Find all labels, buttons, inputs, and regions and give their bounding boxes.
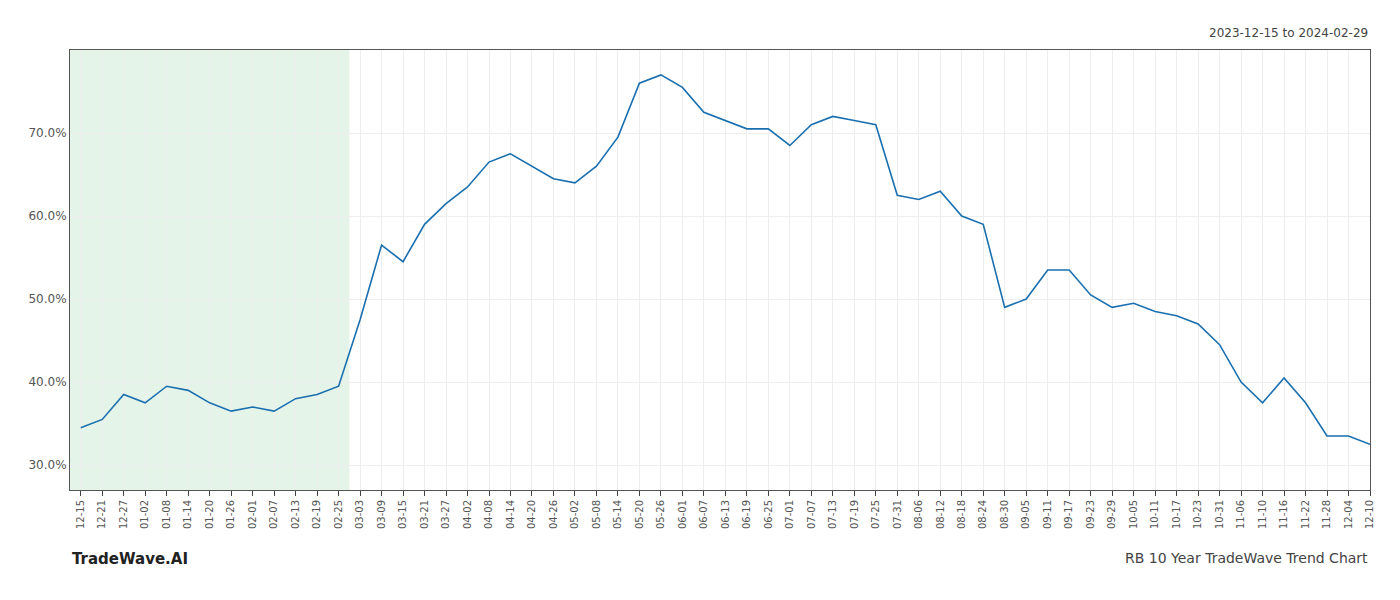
svg-text:11-28: 11-28 bbox=[1321, 500, 1332, 529]
svg-text:08-18: 08-18 bbox=[956, 500, 967, 529]
svg-text:12-04: 12-04 bbox=[1343, 500, 1354, 529]
svg-text:04-08: 04-08 bbox=[483, 500, 494, 529]
svg-text:01-08: 01-08 bbox=[161, 500, 172, 529]
svg-text:60.0%: 60.0% bbox=[28, 209, 66, 223]
svg-text:11-06: 11-06 bbox=[1235, 500, 1246, 529]
svg-text:2023-12-15 to 2024-02-29: 2023-12-15 to 2024-02-29 bbox=[1209, 26, 1368, 40]
svg-text:09-23: 09-23 bbox=[1085, 500, 1096, 529]
svg-text:02-19: 02-19 bbox=[311, 500, 322, 529]
svg-text:40.0%: 40.0% bbox=[28, 375, 66, 389]
svg-text:11-10: 11-10 bbox=[1257, 500, 1268, 529]
svg-text:05-14: 05-14 bbox=[612, 500, 623, 529]
svg-text:04-20: 04-20 bbox=[526, 500, 537, 529]
svg-text:07-07: 07-07 bbox=[806, 500, 817, 529]
svg-text:04-26: 04-26 bbox=[548, 500, 559, 529]
svg-text:06-07: 06-07 bbox=[698, 500, 709, 529]
svg-text:06-19: 06-19 bbox=[741, 500, 752, 529]
svg-text:02-13: 02-13 bbox=[290, 500, 301, 529]
svg-text:TradeWave.AI: TradeWave.AI bbox=[72, 550, 188, 568]
svg-text:06-01: 06-01 bbox=[677, 500, 688, 529]
svg-text:08-06: 08-06 bbox=[913, 500, 924, 529]
svg-text:12-10: 12-10 bbox=[1364, 500, 1375, 529]
svg-text:07-13: 07-13 bbox=[827, 500, 838, 529]
svg-text:05-20: 05-20 bbox=[634, 500, 645, 529]
svg-text:06-25: 06-25 bbox=[763, 500, 774, 529]
svg-text:10-05: 10-05 bbox=[1128, 500, 1139, 529]
svg-text:02-25: 02-25 bbox=[333, 500, 344, 529]
svg-text:07-31: 07-31 bbox=[892, 500, 903, 529]
svg-text:10-11: 10-11 bbox=[1149, 500, 1160, 529]
svg-text:50.0%: 50.0% bbox=[28, 292, 66, 306]
svg-text:05-08: 05-08 bbox=[591, 500, 602, 529]
svg-text:11-16: 11-16 bbox=[1278, 500, 1289, 529]
svg-text:30.0%: 30.0% bbox=[28, 458, 66, 472]
svg-text:07-01: 07-01 bbox=[784, 500, 795, 529]
svg-text:09-11: 09-11 bbox=[1042, 500, 1053, 529]
svg-text:03-21: 03-21 bbox=[419, 500, 430, 529]
svg-text:02-01: 02-01 bbox=[247, 500, 258, 529]
svg-text:12-15: 12-15 bbox=[75, 500, 86, 529]
svg-text:01-02: 01-02 bbox=[139, 500, 150, 529]
svg-text:06-13: 06-13 bbox=[720, 500, 731, 529]
svg-text:09-17: 09-17 bbox=[1063, 500, 1074, 529]
svg-text:08-12: 08-12 bbox=[935, 500, 946, 529]
svg-text:12-21: 12-21 bbox=[96, 500, 107, 529]
svg-text:70.0%: 70.0% bbox=[28, 126, 66, 140]
svg-text:03-27: 03-27 bbox=[440, 500, 451, 529]
svg-text:07-25: 07-25 bbox=[870, 500, 881, 529]
svg-text:10-23: 10-23 bbox=[1192, 500, 1203, 529]
svg-text:11-22: 11-22 bbox=[1300, 500, 1311, 529]
svg-text:01-26: 01-26 bbox=[225, 500, 236, 529]
svg-text:04-14: 04-14 bbox=[505, 500, 516, 529]
svg-text:05-02: 05-02 bbox=[569, 500, 580, 529]
svg-text:01-14: 01-14 bbox=[182, 500, 193, 529]
svg-text:02-07: 02-07 bbox=[268, 500, 279, 529]
svg-text:03-03: 03-03 bbox=[354, 500, 365, 529]
svg-text:08-24: 08-24 bbox=[977, 500, 988, 529]
svg-text:03-09: 03-09 bbox=[376, 500, 387, 529]
svg-text:08-30: 08-30 bbox=[999, 500, 1010, 529]
svg-text:10-17: 10-17 bbox=[1171, 500, 1182, 529]
svg-text:09-29: 09-29 bbox=[1106, 500, 1117, 529]
svg-text:04-02: 04-02 bbox=[462, 500, 473, 529]
svg-text:RB 10 Year TradeWave Trend Cha: RB 10 Year TradeWave Trend Chart bbox=[1125, 550, 1368, 566]
svg-text:09-05: 09-05 bbox=[1020, 500, 1031, 529]
svg-text:03-15: 03-15 bbox=[397, 500, 408, 529]
svg-text:07-19: 07-19 bbox=[849, 500, 860, 529]
svg-text:01-20: 01-20 bbox=[204, 500, 215, 529]
svg-text:12-27: 12-27 bbox=[118, 500, 129, 529]
svg-text:10-31: 10-31 bbox=[1214, 500, 1225, 529]
svg-text:05-26: 05-26 bbox=[655, 500, 666, 529]
